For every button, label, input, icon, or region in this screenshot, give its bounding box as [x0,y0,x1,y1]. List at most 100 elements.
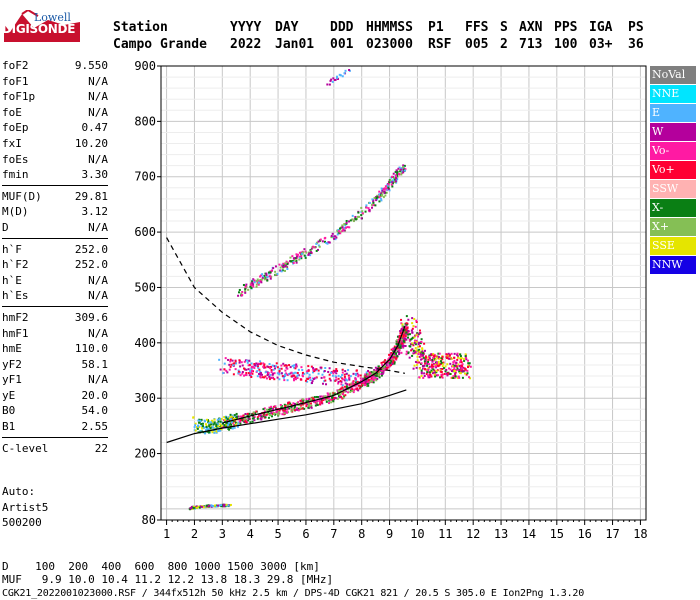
spread-f-echo [250,374,253,377]
spread-f-echo [443,372,446,375]
spread-f-echo [446,363,449,366]
spread-f-echo [465,373,468,376]
high-echo [326,83,329,86]
spread-f-echo [234,368,237,371]
spread-f-echo [241,364,244,367]
o-trace-echo [292,408,295,411]
o-trace-echo [282,410,285,413]
spread-f-echo [457,375,460,378]
spread-f-echo [341,374,344,377]
spread-f-echo [317,372,320,375]
o-trace-echo [393,362,396,365]
low-echo [219,423,222,426]
low-echo [213,418,216,421]
o-trace-echo [398,347,401,350]
spread-f-echo [284,364,287,367]
spread-f-echo [460,370,463,373]
second-hop-echo [285,266,288,269]
spread-f-echo [453,376,456,379]
spread-f-echo [445,368,448,371]
spread-f-echo [405,338,408,341]
legend-item-vo: Vo- [650,142,696,160]
param-name: hmF2 [2,310,29,324]
spread-f-echo [251,365,254,368]
second-hop-echo [379,197,382,200]
o-trace-echo [341,397,344,400]
o-trace-echo [393,345,396,348]
second-hop-echo [292,261,295,264]
o-trace-echo [339,390,342,393]
second-hop-echo [360,214,363,217]
o-trace-echo [222,425,225,428]
spread-f-echo [346,383,349,386]
o-trace-echo [372,372,375,375]
header-value-p1: RSF [428,37,452,52]
es-layer-echo [191,508,194,511]
o-trace-echo [390,348,393,351]
param-name: C-level [2,441,49,455]
header-label-pps: PPS [554,20,578,35]
spread-f-echo [408,333,411,336]
param-value: 3.30 [81,168,109,182]
second-hop-echo [298,258,301,261]
spread-f-echo [328,367,331,370]
spread-f-echo [421,348,424,351]
low-echo [195,426,198,429]
spread-f-echo [282,362,285,365]
spread-f-echo [324,366,327,369]
second-hop-echo [336,233,339,236]
param-row: yF1 N/A [2,372,108,388]
o-trace-echo [313,396,316,399]
spread-f-echo [256,375,259,378]
spread-f-echo [276,376,279,379]
spread-f-echo [253,367,256,370]
o-trace-echo [400,339,403,342]
header-label-yyyy: YYYY [230,20,262,35]
second-hop-echo [371,206,374,209]
o-trace-echo [365,373,368,376]
o-trace-echo [393,356,396,359]
second-hop-echo [253,279,256,282]
high-echo [332,77,335,80]
spread-f-echo [351,383,354,386]
spread-f-echo [412,349,415,352]
spread-f-echo [292,372,295,375]
spread-f-echo [416,355,419,358]
o-trace-echo [382,361,385,364]
spread-f-echo [463,367,466,370]
spread-f-echo [291,364,294,367]
spread-f-echo [342,378,345,381]
x-tick-label: 6 [302,527,309,541]
spread-f-echo [348,383,351,386]
spread-f-echo [420,353,423,356]
low-echo [235,412,238,415]
spread-f-echo [461,376,464,379]
spread-f-echo [463,359,466,362]
spread-f-echo [269,373,272,376]
low-echo [236,425,239,428]
param-name: yE [2,388,16,402]
spread-f-echo [263,363,266,366]
spread-f-echo [468,362,471,365]
o-trace-echo [382,371,385,374]
o-trace-echo [392,354,395,357]
es-layer-echo [195,506,198,509]
low-echo [216,426,219,429]
second-hop-echo [317,244,320,247]
spread-f-echo [409,345,412,348]
spread-f-echo [250,370,253,373]
second-hop-echo [284,262,287,265]
spread-f-echo [257,367,260,370]
low-echo [216,418,219,421]
spread-f-echo [271,364,274,367]
second-hop-echo [385,188,388,191]
spread-f-echo [455,361,458,364]
param-row: B1 2.55 [2,419,108,435]
spread-f-echo [411,331,414,334]
spread-f-echo [255,362,258,365]
spread-f-echo [250,362,253,365]
second-hop-echo [337,228,340,231]
second-hop-echo [280,264,283,267]
low-echo [220,428,223,431]
spread-f-echo [408,338,411,341]
